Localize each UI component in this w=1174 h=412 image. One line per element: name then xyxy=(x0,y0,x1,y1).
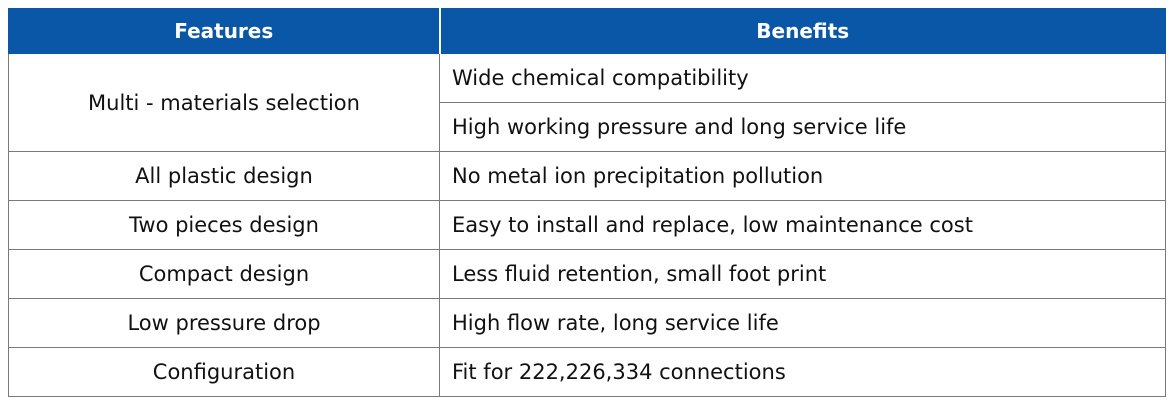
benefit-cell: Wide chemical compatibility xyxy=(439,53,1166,103)
benefit-cell: Fit for 222,226,334 connections xyxy=(439,347,1166,397)
features-column-header: Features xyxy=(8,8,441,54)
benefit-cell: Easy to install and replace, low mainten… xyxy=(439,200,1166,250)
table-row: Low pressure drop High flow rate, long s… xyxy=(8,298,1166,348)
header-row: Features Benefits xyxy=(8,8,1166,54)
table-row: All plastic design No metal ion precipit… xyxy=(8,151,1166,201)
table-row: Two pieces design Easy to install and re… xyxy=(8,200,1166,250)
benefit-cell: Less fluid retention, small foot print xyxy=(439,249,1166,299)
table-row: Compact design Less fluid retention, sma… xyxy=(8,249,1166,299)
feature-cell: Configuration xyxy=(8,347,440,397)
table-row: High working pressure and long service l… xyxy=(9,102,1166,152)
table-header: Features Benefits xyxy=(8,8,1166,54)
feature-cell: Compact design xyxy=(8,249,440,299)
benefit-cell: High flow rate, long service life xyxy=(439,298,1166,348)
table-body: Multi - materials selection Wide chemica… xyxy=(8,53,1166,397)
feature-cell: All plastic design xyxy=(8,151,440,201)
feature-cell: Two pieces design xyxy=(8,200,440,250)
features-benefits-table-container: Features Benefits Multi - materials sele… xyxy=(8,8,1166,397)
table-row: Configuration Fit for 222,226,334 connec… xyxy=(8,347,1166,397)
table-row: Multi - materials selection Wide chemica… xyxy=(8,53,1166,152)
benefit-cell: No metal ion precipitation pollution xyxy=(439,151,1166,201)
features-benefits-table: Features Benefits Multi - materials sele… xyxy=(8,8,1166,397)
benefit-cell: High working pressure and long service l… xyxy=(439,102,1166,152)
feature-cell: Multi - materials selection xyxy=(8,53,440,152)
benefits-column-header: Benefits xyxy=(438,8,1166,54)
feature-cell: Low pressure drop xyxy=(8,298,440,348)
